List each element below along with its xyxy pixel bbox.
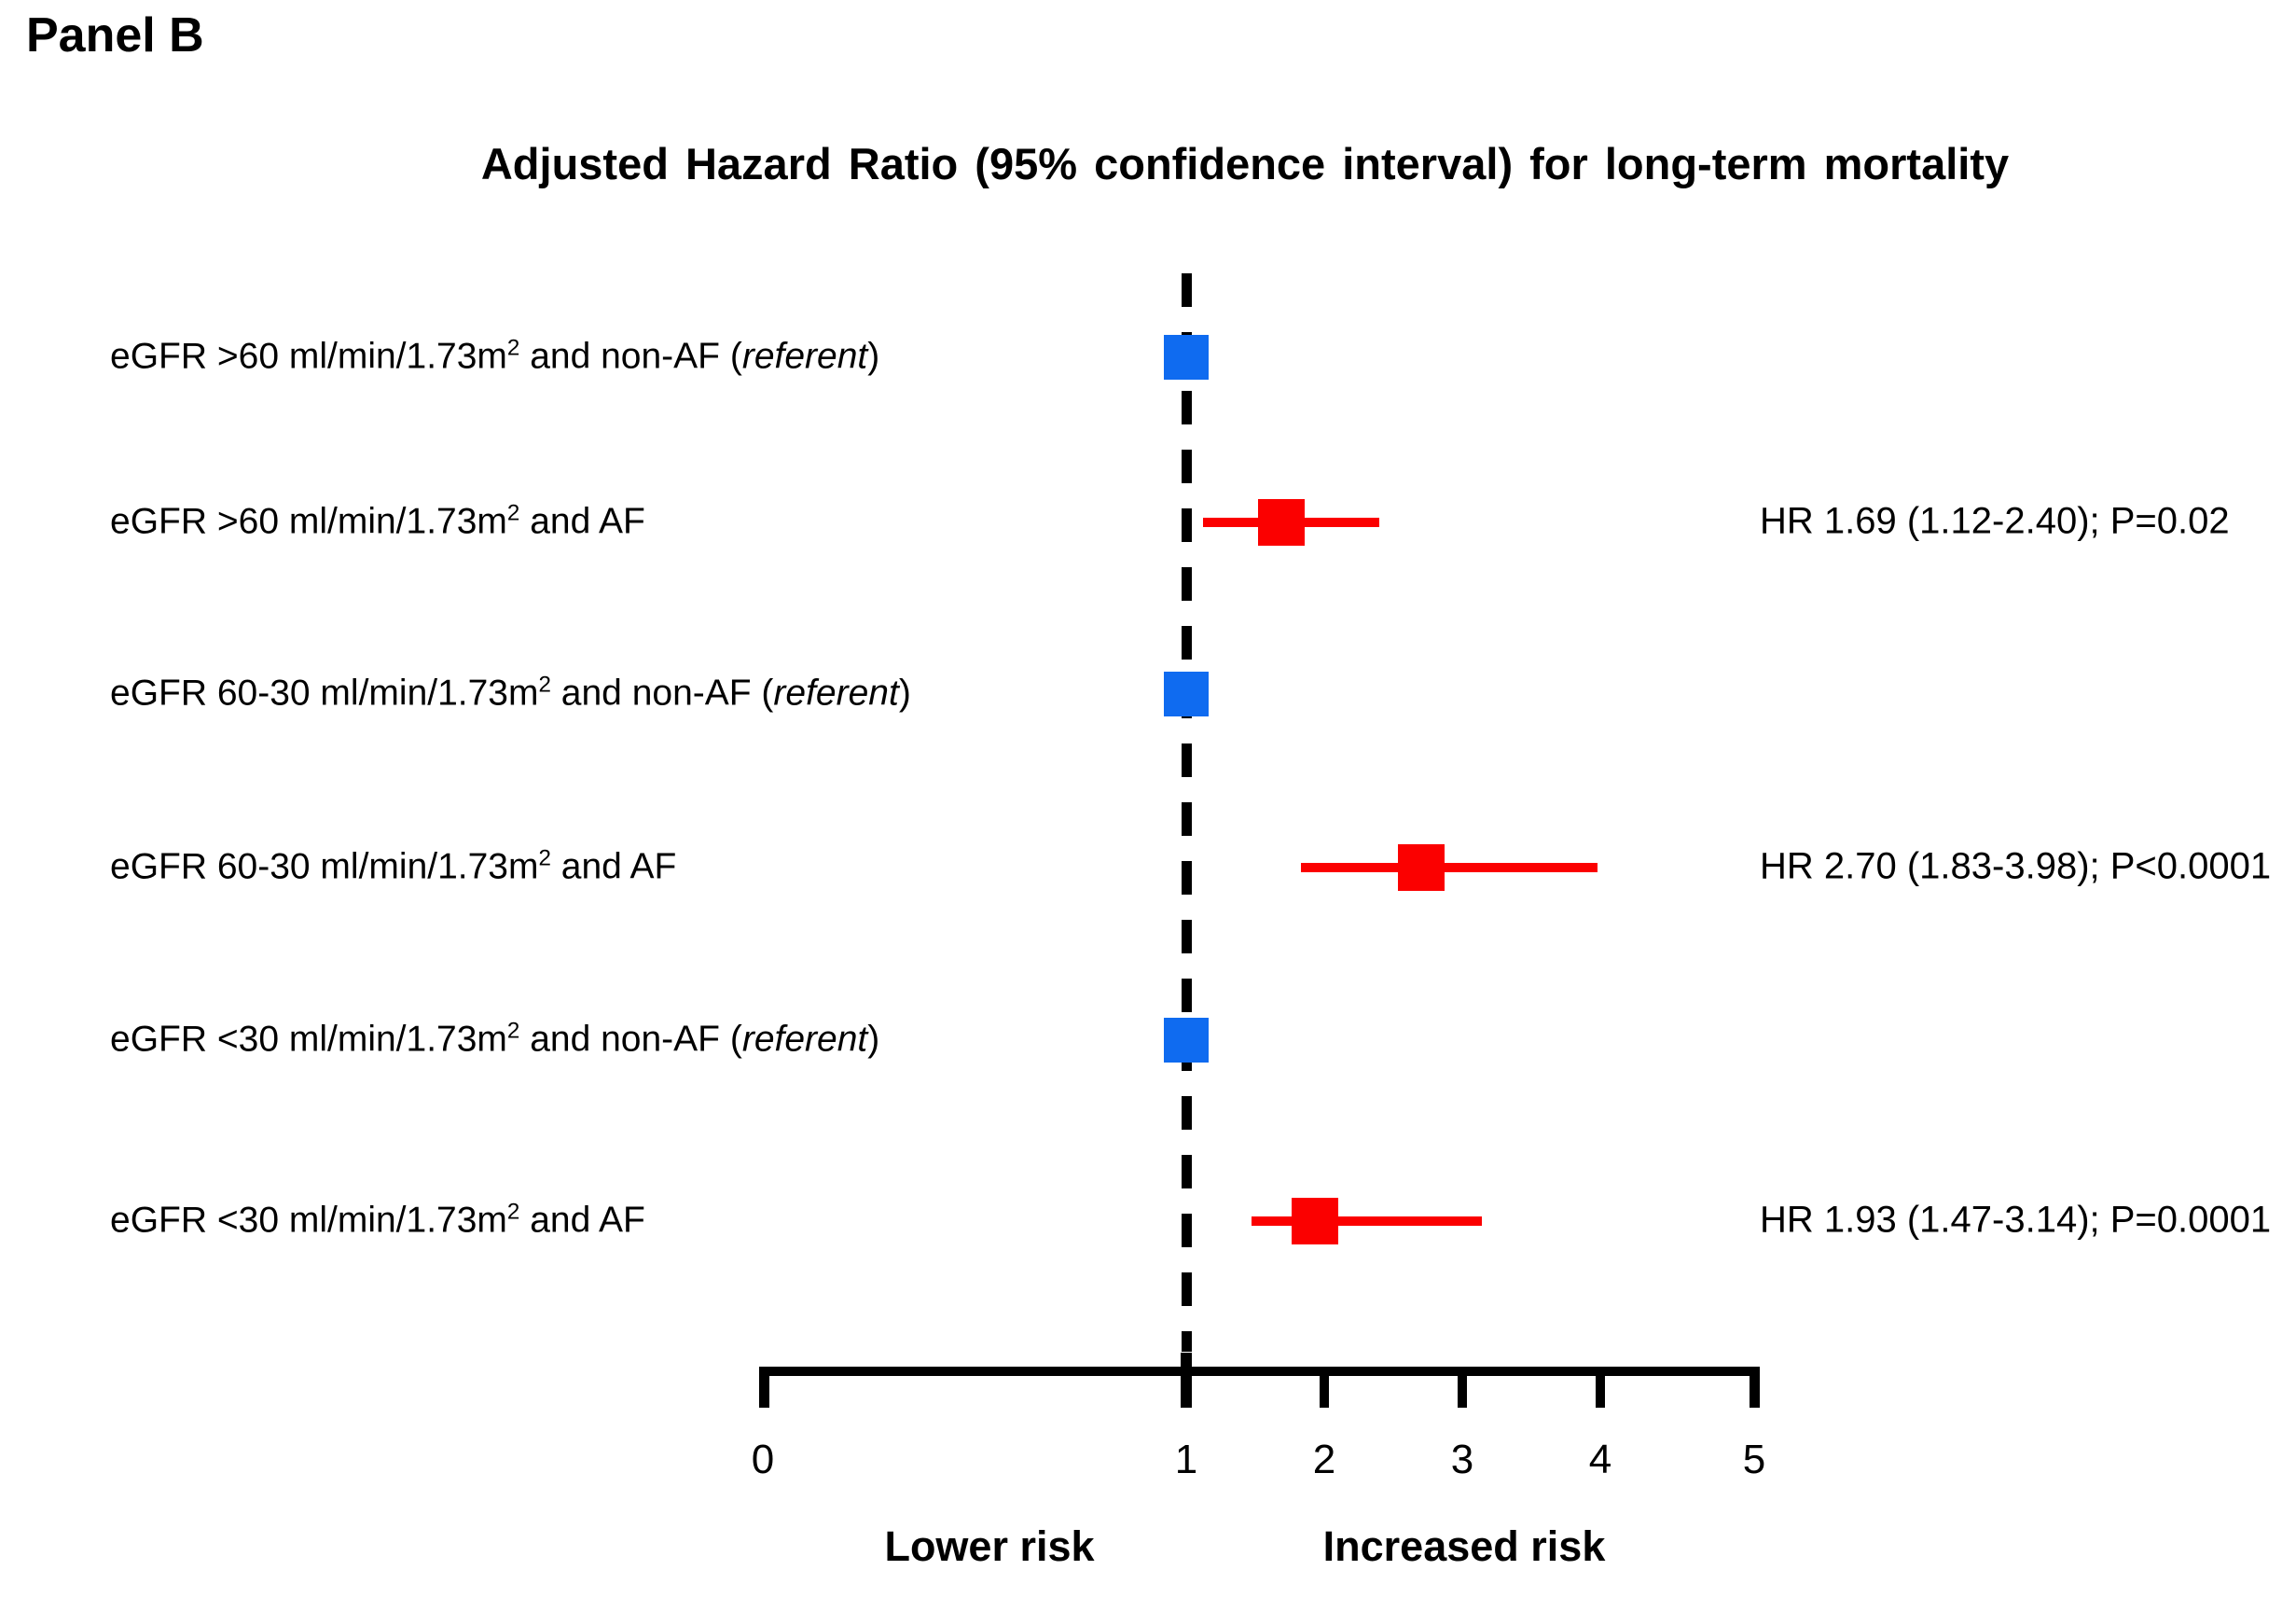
- superscript: 2: [506, 1018, 520, 1044]
- axis-tick-label: 3: [1450, 1437, 1474, 1482]
- hr-marker-square: [1397, 844, 1445, 891]
- row-label: eGFR >60 ml/min/1.73m2 and AF: [110, 500, 645, 542]
- chart-title: Adjusted Hazard Ratio (95% confidence in…: [480, 139, 2010, 188]
- axis-label-increased-risk: Increased risk: [1322, 1522, 1606, 1570]
- hr-annotation: HR 2.70 (1.83-3.98); P<0.0001: [1760, 845, 2272, 887]
- superscript: 2: [506, 500, 520, 526]
- referent-italic: referent: [773, 673, 899, 714]
- superscript: 2: [506, 335, 520, 361]
- hr-marker-square: [1291, 1198, 1338, 1244]
- axis-tick-label: 5: [1742, 1437, 1766, 1482]
- panel-label: Panel B: [26, 8, 204, 63]
- axis-end-tick-right: [1750, 1367, 1760, 1408]
- row-label: eGFR 60-30 ml/min/1.73m2 and non-AF (ref…: [110, 672, 911, 714]
- ci-line: [1251, 1216, 1482, 1226]
- axis-tick-label: 4: [1588, 1437, 1612, 1482]
- superscript: 2: [506, 1199, 520, 1225]
- referent-italic: referent: [741, 336, 868, 377]
- reference-line: [1182, 273, 1192, 1352]
- axis-tick-label: 1: [1174, 1437, 1198, 1482]
- ci-line: [1300, 863, 1598, 872]
- axis-label-lower-risk: Lower risk: [884, 1522, 1095, 1570]
- axis-tick-label: 2: [1312, 1437, 1336, 1482]
- axis-tick: [1596, 1367, 1605, 1408]
- axis-tick-label: 0: [751, 1437, 775, 1482]
- axis-tick: [1458, 1367, 1467, 1408]
- row-label: eGFR <30 ml/min/1.73m2 and AF: [110, 1199, 645, 1241]
- hr-annotation: HR 1.93 (1.47-3.14); P=0.0001: [1760, 1199, 2272, 1241]
- row-label: eGFR 60-30 ml/min/1.73m2 and AF: [110, 845, 677, 887]
- axis-tick-reference: [1181, 1353, 1192, 1408]
- hr-annotation: HR 1.69 (1.12-2.40); P=0.02: [1760, 500, 2230, 542]
- superscript: 2: [538, 672, 551, 698]
- referent-marker-square: [1164, 672, 1209, 716]
- referent-marker-square: [1164, 1018, 1209, 1063]
- row-label: eGFR <30 ml/min/1.73m2 and non-AF (refer…: [110, 1018, 880, 1060]
- referent-marker-square: [1164, 335, 1209, 380]
- x-axis-line: [759, 1367, 1760, 1376]
- hr-marker-square: [1258, 499, 1306, 546]
- superscript: 2: [538, 845, 551, 871]
- referent-italic: referent: [741, 1019, 868, 1060]
- row-label: eGFR >60 ml/min/1.73m2 and non-AF (refer…: [110, 335, 880, 377]
- axis-tick: [1320, 1367, 1329, 1408]
- axis-end-tick-left: [759, 1367, 769, 1408]
